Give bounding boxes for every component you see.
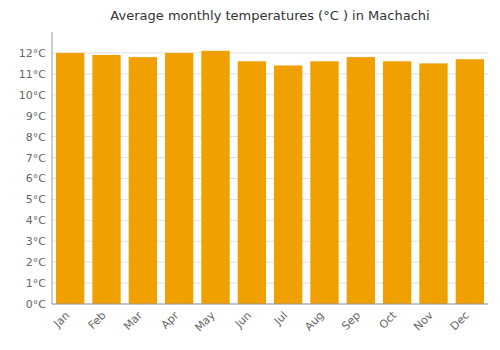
y-tick-label: 3°C [26,235,46,248]
x-tick-label: Nov [411,309,436,334]
bar [238,61,266,304]
x-tick-label: Jan [50,309,72,331]
chart-container: Average monthly temperatures (°C ) in Ma… [0,0,500,350]
x-tick-label: Jul [271,309,290,328]
bar [201,51,229,304]
bar [310,61,338,304]
y-tick-label: 9°C [26,110,46,123]
y-tick-label: 8°C [26,131,46,144]
bar [274,65,302,304]
y-tick-label: 5°C [26,193,46,206]
y-axis-line [52,32,53,304]
x-tick-label: Mar [121,309,145,333]
x-axis-line [52,304,488,305]
bar [419,63,447,304]
y-tick-label: 6°C [26,172,46,185]
x-tick-label: Jun [232,309,254,331]
bar [383,61,411,304]
bar [347,57,375,304]
bar [129,57,157,304]
x-tick-label: Feb [86,309,109,332]
x-tick-label: May [192,309,218,335]
y-tick-label: 12°C [19,47,46,60]
y-tick-label: 11°C [19,68,46,81]
chart-title: Average monthly temperatures (°C ) in Ma… [110,8,429,23]
y-tick-label: 4°C [26,214,46,227]
y-tick-label: 2°C [26,256,46,269]
grid-line [52,304,488,305]
grid-line [52,52,488,53]
bar [56,53,84,304]
x-tick-label: Apr [159,309,182,332]
grid [52,53,488,304]
y-tick-label: 10°C [19,89,46,102]
y-tick-label: 0°C [26,298,46,311]
x-tick-label: Oct [377,308,400,331]
bar [165,53,193,304]
bar [92,55,120,304]
x-tick-label: Aug [302,309,326,333]
x-tick-label: Dec [448,309,472,333]
bars [56,51,484,304]
y-tick-label: 7°C [26,152,46,165]
chart-svg: Average monthly temperatures (°C ) in Ma… [0,0,500,350]
bar [456,59,484,304]
x-tick-label: Sep [339,309,363,333]
y-tick-label: 1°C [26,277,46,290]
